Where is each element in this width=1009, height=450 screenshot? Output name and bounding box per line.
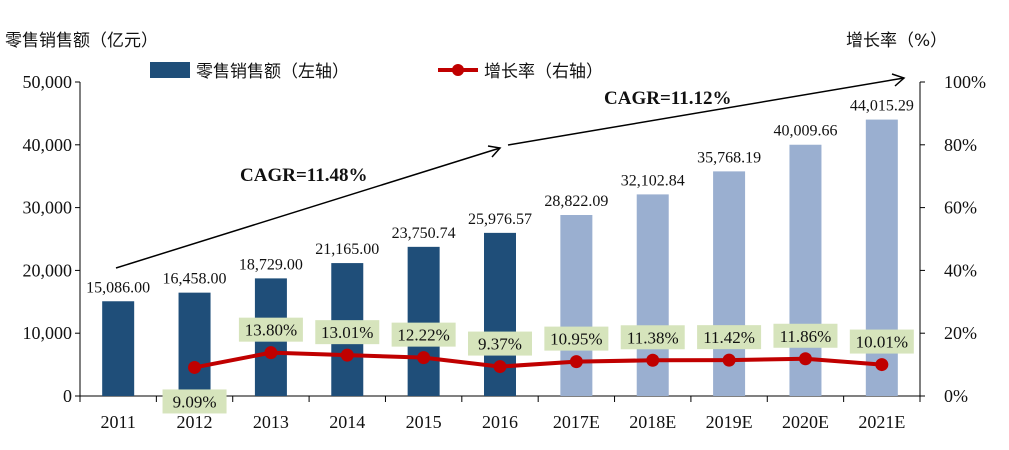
x-axis-ticks: 2011 2012 2013 2014 2015 2016 2017E 2018E 2019E 2… (79, 396, 921, 432)
growth-point (875, 358, 889, 372)
left-axis-tick-label: 30,000 (23, 198, 73, 218)
cagr-label-2: CAGR=11.12% (604, 88, 731, 109)
growth-point (188, 360, 202, 374)
bar-value-label: 44,015.29 (850, 98, 914, 115)
growth-line-path (194, 350, 882, 370)
right-axis-tick-label: 0% (944, 386, 968, 406)
growth-point (264, 346, 278, 360)
x-axis-tick-label: 2015 (406, 412, 442, 432)
growth-value-label: 13.01% (321, 323, 373, 342)
left-axis-tick-label: 50,000 (23, 72, 73, 92)
right-axis-title: 增长率（%） (846, 31, 947, 51)
bar-value-label: 23,750.74 (392, 225, 456, 242)
x-axis-tick-label: 2018E (629, 412, 676, 432)
growth-value-label: 11.86% (780, 327, 832, 346)
cagr-arrow-1 (115, 147, 501, 269)
bar-value-labels: 15,086.00 16,458.00 18,729.00 21,165.00 23,7… (86, 98, 914, 297)
right-axis-tick-label: 80% (944, 135, 977, 155)
growth-point (569, 355, 583, 369)
bar-value-label: 25,976.57 (468, 211, 532, 228)
growth-label-box (620, 325, 685, 350)
growth-label-box (849, 329, 914, 354)
bar-value-label: 15,086.00 (86, 279, 150, 296)
bar-value-label: 32,102.84 (621, 172, 685, 189)
cagr-annotations: CAGR=11.48% CAGR=11.12% (115, 73, 906, 269)
bar (865, 119, 898, 396)
left-axis-tick-label: 0 (63, 386, 72, 406)
bar-value-label: 16,458.00 (163, 271, 227, 288)
right-axis-tick-label: 100% (944, 72, 986, 92)
growth-label-box (391, 322, 456, 347)
cagr-arrowhead-2 (891, 73, 906, 87)
growth-label-box (697, 325, 762, 350)
legend-line-marker (452, 64, 464, 76)
left-axis-tick-label: 10,000 (23, 323, 73, 343)
growth-point (798, 352, 812, 366)
cagr-label-1: CAGR=11.48% (240, 165, 367, 186)
growth-point (340, 348, 354, 362)
growth-point (722, 353, 736, 367)
right-axis-tick-label: 40% (944, 260, 977, 280)
bar (560, 214, 593, 396)
growth-label-box (315, 320, 380, 345)
growth-point (417, 351, 431, 365)
growth-line (188, 346, 889, 374)
left-axis-ticks: 0 10,000 20,000 30,000 40,000 50,000 (23, 72, 80, 406)
bar (102, 301, 135, 396)
growth-value-label: 11.42% (703, 328, 755, 347)
growth-value-label: 13.80% (245, 321, 297, 340)
growth-label-box (162, 389, 227, 414)
bar-value-label: 35,768.19 (697, 149, 761, 166)
growth-point (493, 360, 507, 374)
growth-value-label: 9.37% (478, 335, 522, 354)
growth-label-box (468, 331, 532, 356)
left-axis-tick-label: 40,000 (23, 135, 73, 155)
growth-value-label: 10.01% (856, 333, 908, 352)
right-axis-ticks: 0% 20% 40% 60% 80% 100% (920, 72, 986, 406)
right-axis-tick-label: 20% (944, 323, 977, 343)
growth-point (646, 353, 660, 367)
x-axis-tick-label: 2011 (101, 412, 136, 432)
growth-label-box (544, 326, 609, 351)
x-axis-tick-label: 2013 (253, 412, 289, 432)
cagr-arrowhead-1 (487, 145, 502, 158)
bar (407, 246, 440, 396)
bar-value-label: 18,729.00 (239, 256, 303, 273)
x-axis-tick-label: 2014 (329, 412, 365, 432)
left-axis-tick-label: 20,000 (23, 260, 73, 280)
legend-bar-label: 零售销售额（左轴） (196, 62, 349, 82)
bar-value-label: 40,009.66 (773, 123, 837, 140)
x-axis-tick-label: 2021E (858, 412, 905, 432)
bar-value-label: 28,822.09 (544, 193, 608, 210)
legend-line-label: 增长率（右轴） (484, 62, 603, 82)
left-axis-title: 零售销售额（亿元） (5, 31, 158, 51)
growth-value-label: 9.09% (173, 392, 217, 411)
growth-value-label: 12.22% (397, 326, 449, 345)
x-axis-tick-label: 2016 (482, 412, 518, 432)
legend: 零售销售额（左轴） 增长率（右轴） (150, 62, 603, 82)
growth-value-label: 10.95% (550, 330, 602, 349)
x-axis-tick-label: 2020E (782, 412, 829, 432)
cagr-arrow-2 (507, 77, 905, 146)
x-axis-tick-label: 2012 (177, 412, 213, 432)
right-axis-tick-label: 60% (944, 198, 977, 218)
x-axis-tick-label: 2019E (706, 412, 753, 432)
legend-bar-swatch (150, 62, 190, 78)
bar (178, 292, 211, 396)
bar-value-label: 21,165.00 (315, 241, 379, 258)
growth-label-box (773, 323, 838, 348)
growth-value-labels: 9.09% 13.80% 13.01% 12.22% 9.37% 10.95% 11.38%… (162, 317, 914, 414)
growth-value-label: 11.38% (627, 328, 679, 347)
x-axis-tick-label: 2017E (553, 412, 600, 432)
growth-label-box (238, 317, 303, 342)
